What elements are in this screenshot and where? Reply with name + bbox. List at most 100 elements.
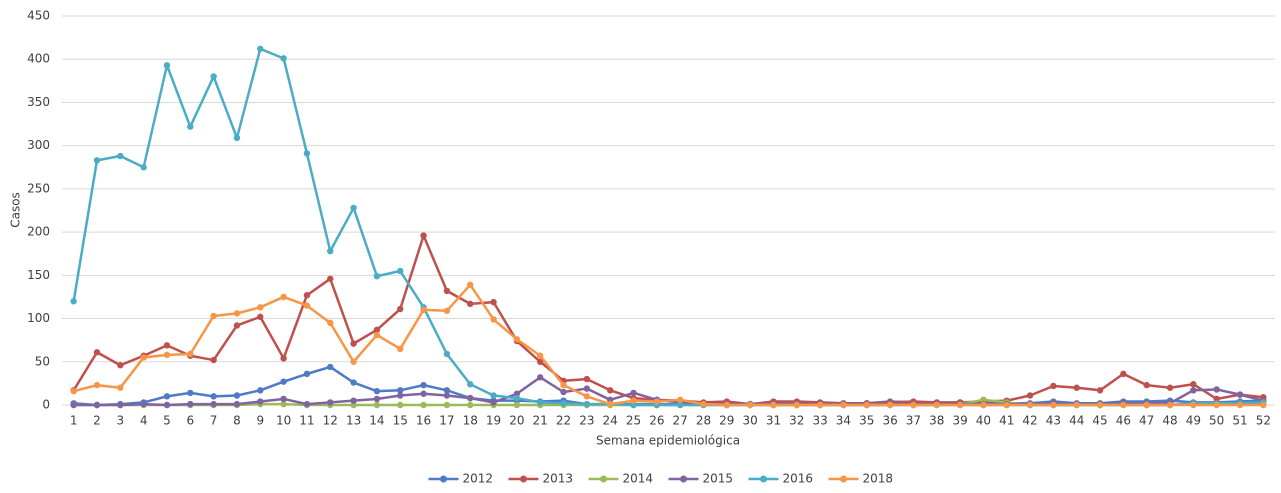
x-tick-label: 36: [882, 414, 897, 428]
data-point: [537, 399, 544, 406]
data-point: [210, 73, 217, 80]
y-tick-label: 50: [35, 354, 50, 368]
data-point: [420, 232, 427, 239]
data-point: [397, 392, 404, 399]
data-point: [1166, 401, 1174, 409]
data-point: [1073, 401, 1080, 409]
data-point: [93, 349, 101, 356]
x-tick-label: 19: [486, 414, 501, 428]
data-point: [187, 350, 194, 358]
data-point: [140, 354, 147, 361]
data-point: [467, 394, 474, 402]
x-tick-label: 5: [163, 414, 171, 428]
x-tick-label: 11: [299, 414, 314, 428]
x-tick-label: 15: [393, 414, 408, 428]
data-point: [257, 45, 264, 53]
x-tick-label: 32: [789, 414, 804, 428]
data-point: [1026, 392, 1034, 399]
series-line: [72, 234, 1264, 406]
data-point: [420, 381, 427, 389]
data-point: [1190, 381, 1197, 388]
data-point: [583, 385, 591, 392]
x-tick-label: 27: [673, 414, 688, 428]
data-point: [886, 401, 894, 409]
data-point: [746, 401, 754, 409]
data-point: [210, 393, 217, 400]
data-point: [327, 319, 334, 327]
data-point: [303, 150, 311, 157]
x-tick-label: 43: [1046, 414, 1061, 428]
x-tick-label: 34: [836, 414, 851, 428]
data-point: [420, 401, 427, 409]
data-point: [210, 400, 217, 408]
x-tick-label: 17: [439, 414, 454, 428]
data-point: [676, 396, 684, 404]
data-point: [117, 362, 124, 369]
x-tick-label: 31: [766, 414, 781, 428]
data-point: [280, 378, 287, 385]
x-tick-label: 39: [952, 414, 967, 428]
y-tick-label: 350: [27, 95, 50, 109]
data-point: [1026, 401, 1034, 409]
x-axis-label: Semana epidemiológica: [596, 434, 740, 448]
x-tick-label: 14: [369, 414, 384, 428]
data-point: [723, 401, 731, 409]
data-point: [163, 351, 171, 359]
data-point: [280, 55, 287, 62]
legend-label: 2012: [463, 472, 494, 486]
data-point: [93, 381, 101, 389]
data-point: [443, 350, 451, 358]
x-tick-label: 6: [186, 414, 194, 428]
data-point: [770, 401, 777, 409]
data-point: [373, 401, 381, 409]
data-point: [350, 358, 357, 365]
y-tick-label: 400: [27, 52, 50, 66]
data-point: [1096, 387, 1104, 394]
series-line: [73, 283, 1264, 407]
data-point: [187, 389, 194, 397]
data-point: [373, 326, 381, 333]
data-point: [513, 394, 521, 402]
data-point: [70, 387, 77, 395]
data-point: [583, 375, 591, 383]
data-point: [583, 393, 591, 400]
data-point: [490, 316, 497, 323]
data-point: [467, 401, 474, 409]
data-point: [537, 352, 544, 359]
x-tick-label: 46: [1116, 414, 1131, 428]
data-point: [117, 401, 124, 409]
x-tick-label: 9: [256, 414, 264, 428]
legend-marker: [600, 475, 607, 483]
x-tick-label: 3: [116, 414, 124, 428]
data-point: [560, 400, 567, 407]
x-tick-label: 48: [1162, 414, 1177, 428]
data-point: [233, 134, 241, 142]
data-point: [583, 400, 591, 408]
x-tick-label: 24: [603, 414, 618, 428]
x-tick-label: 33: [812, 414, 827, 428]
x-tick-label: 26: [649, 414, 664, 428]
data-point: [397, 345, 404, 353]
x-tick-label: 25: [626, 414, 641, 428]
data-point: [980, 401, 987, 409]
x-tick-label: 52: [1256, 414, 1271, 428]
data-point: [210, 356, 217, 364]
x-tick-label: 28: [696, 414, 711, 428]
data-point: [443, 392, 451, 399]
x-tick-label: 44: [1069, 414, 1084, 428]
data-point: [606, 400, 614, 408]
x-tick-label: 18: [463, 414, 478, 428]
data-point: [257, 313, 264, 321]
data-point: [1143, 381, 1150, 389]
data-point: [280, 355, 287, 362]
data-point: [373, 395, 381, 403]
x-tick-label: 49: [1186, 414, 1201, 428]
data-point: [420, 390, 427, 397]
data-point: [467, 281, 474, 289]
data-point: [257, 398, 264, 405]
data-point: [1190, 387, 1197, 394]
data-point: [233, 400, 241, 408]
data-point: [70, 401, 77, 409]
data-point: [793, 401, 800, 409]
data-point: [140, 400, 147, 408]
